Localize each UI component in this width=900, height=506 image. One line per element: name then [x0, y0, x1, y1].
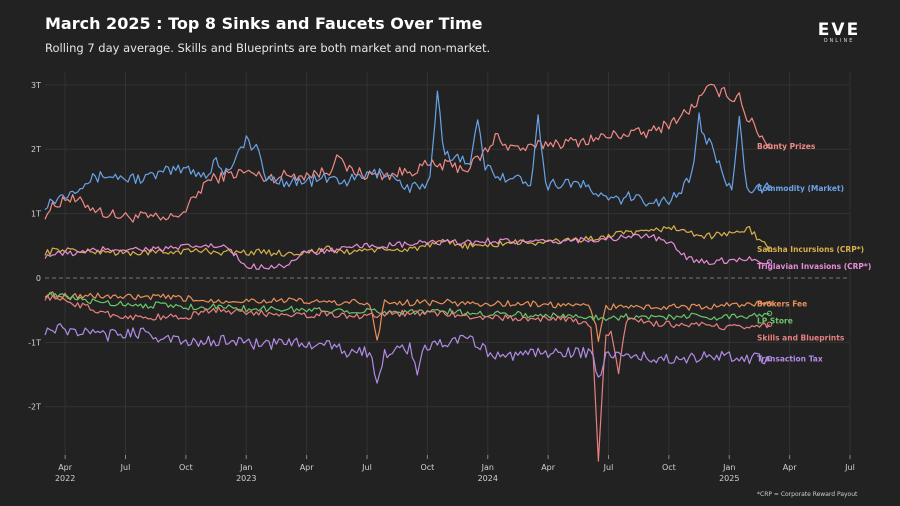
series-end-marker — [766, 185, 773, 191]
x-tick-label: Oct — [662, 463, 676, 472]
series-label: Triglavian Invasions (CRP*) — [757, 262, 871, 271]
x-tick-year-label: 2022 — [55, 474, 75, 483]
series-line — [44, 291, 770, 322]
y-tick-label: -1T — [28, 338, 41, 347]
series-line — [44, 83, 770, 223]
series-label: LP Store — [757, 317, 793, 326]
x-tick-year-label: 2024 — [478, 474, 498, 483]
logo-main-text: EVE — [817, 20, 861, 40]
x-tick-label: Jul — [361, 463, 372, 472]
x-tick-label: Jan — [481, 463, 494, 472]
x-tick-label: Jan — [239, 463, 252, 472]
series-line — [44, 225, 770, 257]
y-tick-label: 3T — [31, 81, 41, 90]
series-end-marker — [766, 301, 773, 307]
series-label: Sansha Incursions (CRP*) — [757, 245, 864, 254]
x-tick-label: Oct — [420, 463, 434, 472]
series-label: Brokers Fee — [757, 300, 807, 309]
x-tick-label: Apr — [300, 463, 315, 472]
eve-online-logo: EVE ONLINE — [810, 22, 868, 45]
y-tick-label: 2T — [31, 145, 41, 154]
footnote: *CRP = Corporate Reward Payout — [757, 491, 858, 498]
series-end-marker — [766, 355, 773, 362]
series-end-marker — [766, 259, 773, 265]
logo-sub-text: ONLINE — [823, 38, 855, 44]
x-tick-label: Apr — [541, 463, 556, 472]
chart-subtitle: Rolling 7 day average. Skills and Bluepr… — [45, 41, 491, 55]
series-line — [44, 233, 770, 270]
chart-title: March 2025 : Top 8 Sinks and Faucets Ove… — [45, 14, 483, 33]
series-label: Commodity (Market) — [757, 184, 844, 193]
series-label: Bounty Prizes — [757, 142, 816, 151]
y-tick-label: 1T — [31, 210, 41, 219]
x-tick-year-label: 2023 — [236, 474, 256, 483]
series-label: Skills and Blueprints — [757, 334, 845, 343]
series-label: Transaction Tax — [757, 354, 823, 363]
series-line — [44, 294, 770, 462]
x-tick-label: Jan — [722, 463, 735, 472]
x-tick-label: Oct — [179, 463, 193, 472]
series-end-marker — [766, 246, 773, 252]
x-tick-label: Jul — [603, 463, 614, 472]
x-tick-label: Apr — [58, 463, 73, 472]
y-tick-label: 0 — [36, 274, 41, 283]
x-tick-label: Jul — [844, 463, 855, 472]
x-tick-label: Apr — [783, 463, 798, 472]
series-line — [44, 90, 771, 211]
series-line — [44, 323, 770, 384]
series-end-marker — [766, 310, 773, 317]
y-tick-label: -2T — [28, 403, 41, 412]
x-tick-label: Jul — [120, 463, 131, 472]
series-end-marker — [766, 143, 773, 149]
series-line — [44, 291, 770, 342]
series-end-marker — [766, 321, 773, 328]
x-tick-year-label: 2025 — [719, 474, 739, 483]
